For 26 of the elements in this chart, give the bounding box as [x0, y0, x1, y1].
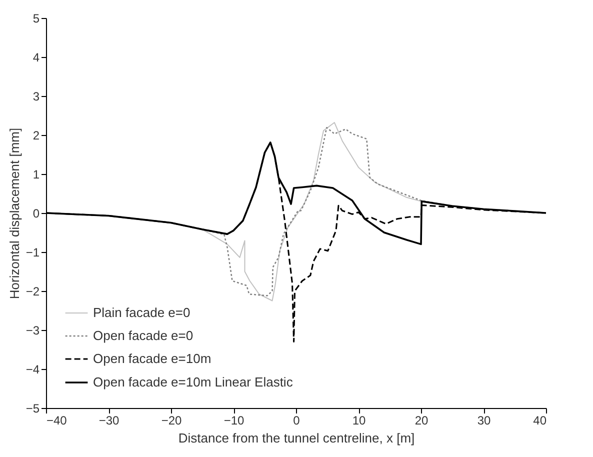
y-tick-label: 0 [32, 206, 40, 220]
y-tick-label: −4 [26, 362, 40, 376]
y-tick-label: −3 [26, 324, 40, 338]
x-axis-title: Distance from the tunnel centreline, x [m] [178, 430, 415, 446]
y-tick-label: −5 [26, 402, 40, 416]
x-tick-label: −40 [46, 414, 68, 428]
y-tick-label: 4 [32, 50, 40, 64]
y-tick-label: −1 [26, 246, 40, 260]
x-tick-label: 0 [293, 414, 300, 428]
y-tick-label: 2 [32, 128, 40, 142]
y-axis-title: Horizontal displacement [mm] [6, 128, 22, 300]
y-tick-label: 5 [32, 12, 40, 26]
x-tick-label: 10 [352, 414, 366, 428]
x-tick-label: 30 [477, 414, 491, 428]
legend-label: Plain facade e=0 [93, 305, 190, 320]
y-tick-label: −2 [26, 284, 40, 298]
y-tick-label: 1 [32, 168, 40, 182]
x-tick-label: 20 [414, 414, 428, 428]
legend-label: Open facade e=0 [93, 328, 194, 343]
x-tick-label: −20 [161, 414, 182, 428]
x-tick-label: 40 [533, 414, 547, 428]
y-tick-label: 3 [32, 90, 40, 104]
legend-label: Open facade e=10m [93, 351, 212, 366]
x-tick-label: −30 [98, 414, 120, 428]
legend-label: Open facade e=10m Linear Elastic [93, 374, 294, 390]
x-tick-label: −10 [224, 414, 244, 428]
